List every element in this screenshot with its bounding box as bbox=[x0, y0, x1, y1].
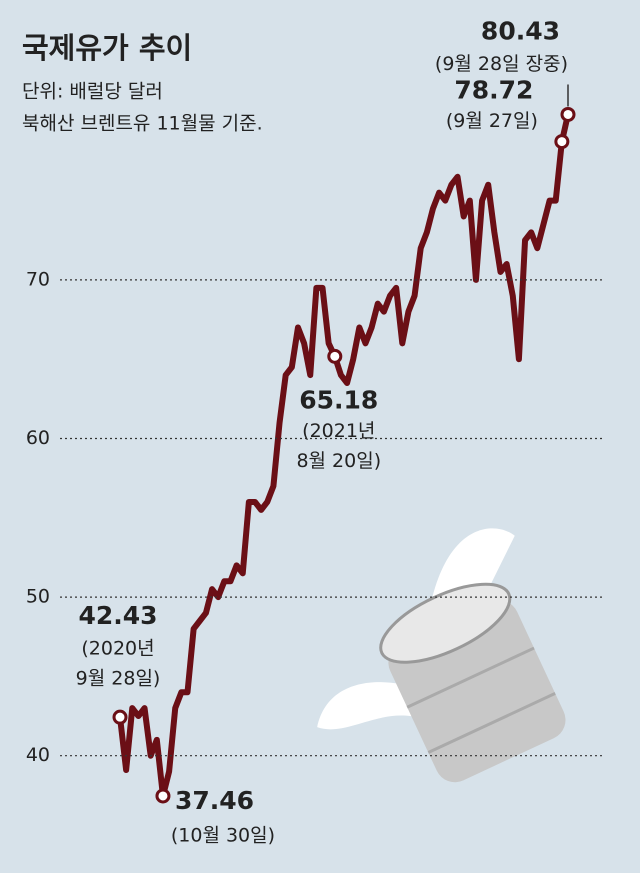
annotation-value: 37.46 bbox=[175, 786, 254, 815]
subtitle: 북해산 브렌트유 11월물 기준. bbox=[22, 113, 263, 135]
annotation-value: 78.72 bbox=[454, 76, 533, 105]
annotation-note: (2020년 bbox=[81, 638, 154, 660]
wing bbox=[317, 682, 422, 730]
annotation-marker bbox=[155, 788, 171, 804]
annotation-note: (10월 30일) bbox=[171, 824, 275, 846]
annotation-note: (9월 28일 장중) bbox=[435, 53, 568, 75]
annotation-note: (2021년 bbox=[302, 420, 375, 442]
y-tick-label: 60 bbox=[26, 427, 50, 449]
annotation-value: 42.43 bbox=[78, 601, 157, 630]
annotation-note: (9월 27일) bbox=[446, 110, 538, 132]
y-tick-label: 50 bbox=[26, 586, 50, 608]
annotation-marker bbox=[112, 709, 128, 725]
annotation-note: 8월 20일) bbox=[296, 450, 381, 472]
barrel-ring bbox=[406, 646, 535, 709]
annotation-marker bbox=[327, 348, 343, 364]
annotation-value: 80.43 bbox=[481, 16, 560, 45]
subtitle: 단위: 배럴당 달러 bbox=[22, 81, 163, 103]
chart-title: 국제유가 추이 bbox=[22, 31, 192, 65]
barrel-illustration bbox=[317, 528, 566, 783]
barrel-ring bbox=[427, 692, 556, 754]
price-line bbox=[117, 113, 571, 799]
annotation-note: 9월 28일) bbox=[76, 668, 161, 690]
wing bbox=[432, 528, 515, 597]
y-tick-label: 40 bbox=[26, 744, 50, 766]
y-tick-label: 70 bbox=[26, 268, 50, 290]
barrel-top bbox=[379, 582, 512, 664]
annotation-marker bbox=[560, 106, 576, 122]
annotation-value: 65.18 bbox=[299, 385, 378, 414]
annotation-marker bbox=[554, 134, 570, 150]
